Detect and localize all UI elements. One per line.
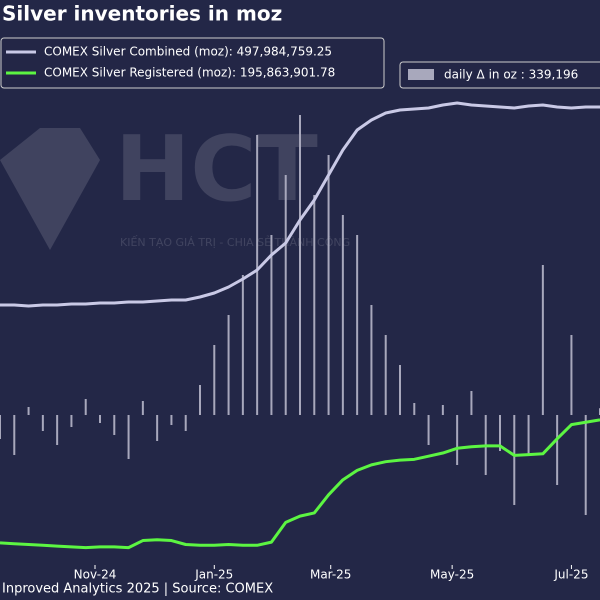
legend-label: COMEX Silver Registered (moz): 195,863,9… [44,66,335,80]
bar [541,265,544,415]
legend-label: COMEX Silver Combined (moz): 497,984,759… [44,45,332,59]
x-tick-label: Jul-25 [553,568,588,582]
watermark-text: HCT [115,117,318,222]
x-tick-label: May-25 [430,568,474,582]
bar [313,195,316,415]
legend-label: daily Δ in oz : 339,196 [444,68,578,82]
bar [370,305,373,415]
bar [99,415,101,423]
watermark-logo [0,128,100,250]
bar [570,335,573,415]
bar [470,391,473,415]
bar [113,415,116,435]
bar [141,401,144,415]
bar [270,235,273,415]
bar [227,315,230,415]
legend-swatch [408,69,434,80]
x-tick-label: Jan-25 [194,568,233,582]
bar [127,415,130,459]
chart-title: Silver inventories in moz [2,2,282,26]
bar [27,407,30,415]
bar [384,335,387,415]
bar [213,345,216,415]
bar [513,415,516,505]
bar [256,135,259,415]
bar [199,385,201,415]
legend: COMEX Silver Combined (moz): 497,984,759… [0,37,385,89]
bar [170,415,173,425]
legend-box [399,61,600,89]
bar [527,415,530,455]
bar [456,415,459,465]
watermark-tagline: KIẾN TẠO GIÁ TRỊ - CHIA SẺ THÀNH CÔNG [120,235,350,249]
bar [441,405,444,415]
bar [584,415,587,515]
bar [70,415,73,427]
bar [284,175,287,415]
watermark: HCT KIẾN TẠO GIÁ TRỊ - CHIA SẺ THÀNH CÔN… [0,117,350,250]
bar [341,215,344,415]
bar [84,399,87,415]
bar [299,115,301,415]
bar [41,415,44,431]
x-tick-label: Nov-24 [74,568,117,582]
x-tick-label: Mar-25 [310,568,351,582]
source-note: Inproved Analytics 2025 | Source: COMEX [2,582,273,597]
legend-box [0,37,385,89]
bar [399,365,401,415]
bar [413,403,416,415]
bar [0,415,1,439]
bar [184,415,187,431]
bar [556,415,559,485]
bar [427,415,430,445]
bar [156,415,159,441]
line [0,101,600,308]
bar [327,155,330,415]
bar [241,275,244,415]
bar [56,415,59,445]
bar [499,415,501,451]
line [0,418,600,550]
legend: daily Δ in oz : 339,196 [399,61,600,89]
bar [356,235,359,415]
bar [13,415,16,455]
